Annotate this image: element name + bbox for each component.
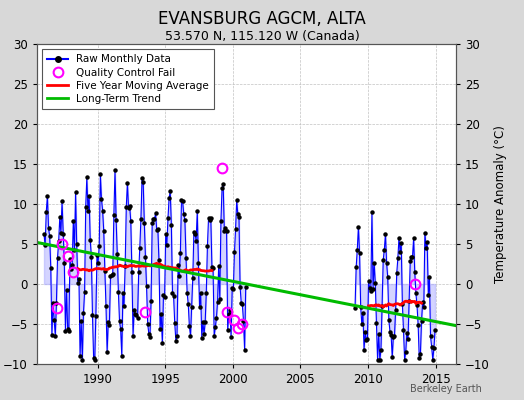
Text: 53.570 N, 115.120 W (Canada): 53.570 N, 115.120 W (Canada) xyxy=(165,30,359,43)
Legend: Raw Monthly Data, Quality Control Fail, Five Year Moving Average, Long-Term Tren: Raw Monthly Data, Quality Control Fail, … xyxy=(42,49,214,109)
Text: EVANSBURG AGCM, ALTA: EVANSBURG AGCM, ALTA xyxy=(158,10,366,28)
Y-axis label: Temperature Anomaly (°C): Temperature Anomaly (°C) xyxy=(494,125,507,283)
Text: Berkeley Earth: Berkeley Earth xyxy=(410,384,482,394)
